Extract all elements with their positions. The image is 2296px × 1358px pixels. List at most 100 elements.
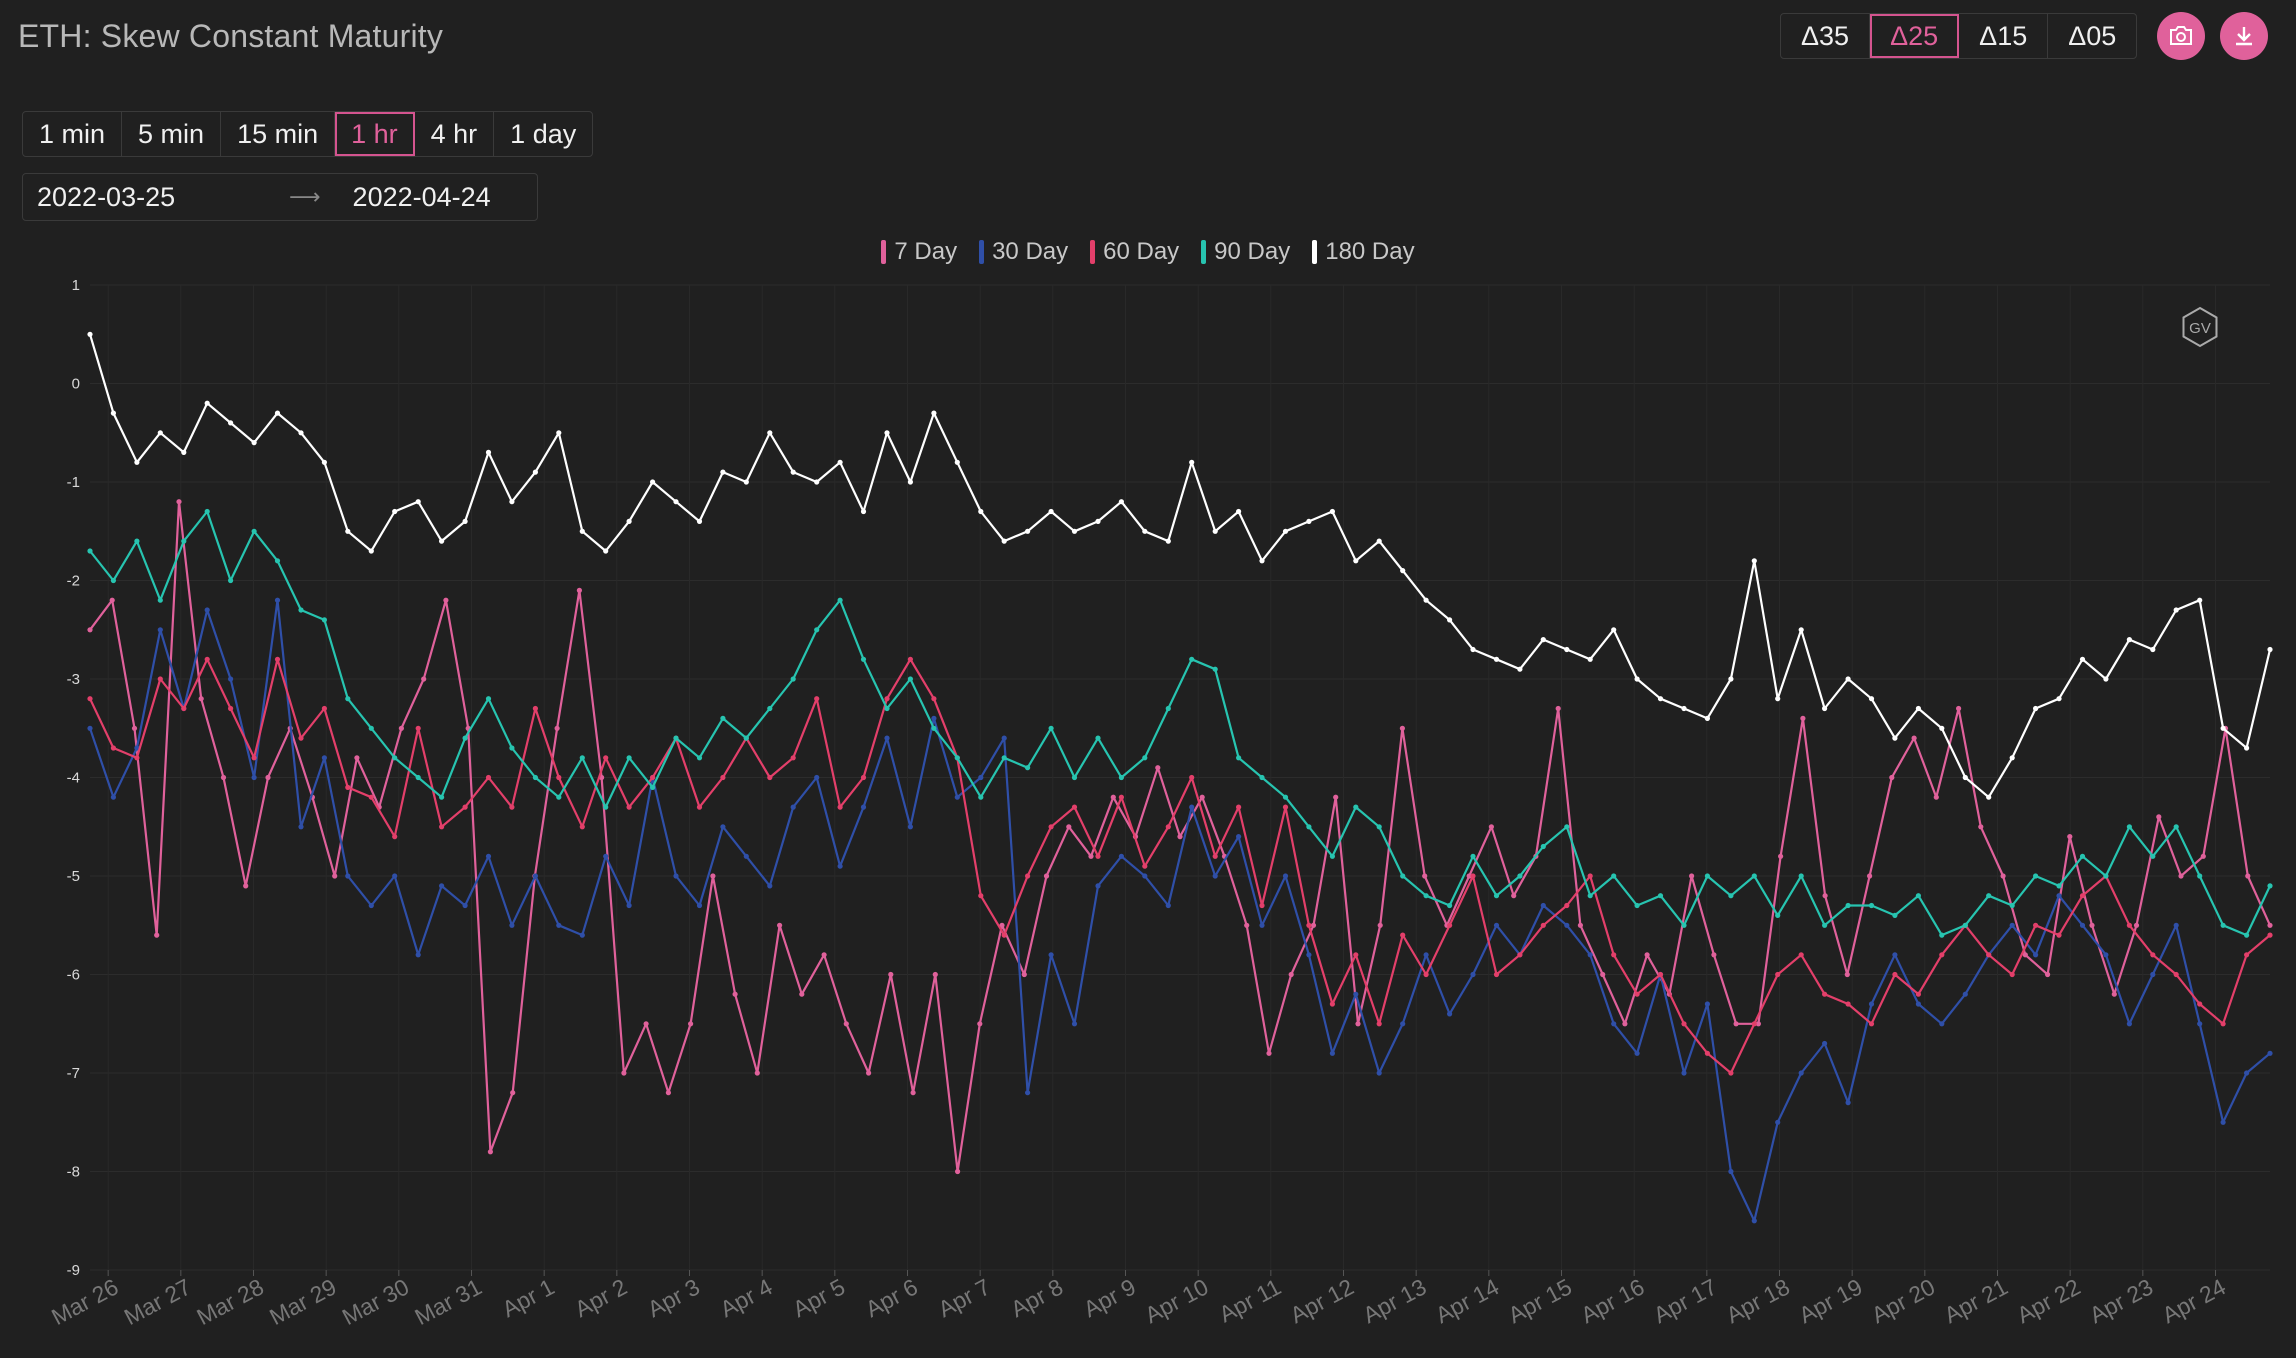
data-point xyxy=(978,774,984,781)
start-date-input[interactable] xyxy=(23,181,251,213)
data-point xyxy=(368,794,374,800)
delta-button-35[interactable]: Δ35 xyxy=(1781,14,1871,58)
data-point xyxy=(576,587,583,594)
data-point xyxy=(1001,538,1007,544)
data-point xyxy=(443,597,449,603)
data-point xyxy=(1892,735,1898,741)
legend-item-180day[interactable]: 180 Day xyxy=(1312,238,1415,266)
data-point xyxy=(2126,824,2132,830)
data-point xyxy=(1189,774,1195,781)
data-point xyxy=(204,508,210,515)
data-point xyxy=(790,804,796,810)
data-point xyxy=(579,932,585,938)
data-point xyxy=(204,607,210,613)
legend-label: 7 Day xyxy=(894,238,958,265)
data-point xyxy=(1778,853,1784,859)
data-point xyxy=(2056,932,2062,938)
legend-item-7day[interactable]: 7 Day xyxy=(881,238,957,266)
x-tick-label: Apr 13 xyxy=(1358,1273,1430,1328)
data-point xyxy=(415,499,421,505)
data-point xyxy=(696,518,703,525)
screenshot-button[interactable] xyxy=(2157,12,2205,60)
data-point xyxy=(485,853,492,859)
data-point xyxy=(1212,528,1218,534)
data-point xyxy=(1775,696,1781,702)
data-point xyxy=(1540,843,1546,850)
legend-item-60day[interactable]: 60 Day xyxy=(1090,238,1179,266)
data-point xyxy=(1704,1001,1710,1007)
data-point xyxy=(1634,1050,1640,1056)
data-point xyxy=(1071,1021,1078,1027)
data-point xyxy=(732,991,738,997)
interval-button-1min[interactable]: 1 min xyxy=(23,112,123,156)
data-point xyxy=(696,755,703,761)
data-point xyxy=(1021,971,1027,978)
legend-label: 60 Day xyxy=(1103,238,1180,265)
interval-button-4hr[interactable]: 4 hr xyxy=(415,112,495,156)
data-point xyxy=(2197,597,2203,603)
delta-button-05[interactable]: Δ05 xyxy=(2068,20,2117,51)
y-tick-label: 1 xyxy=(72,277,80,294)
data-point xyxy=(978,794,984,800)
data-point xyxy=(1189,804,1195,810)
data-point xyxy=(1071,774,1078,781)
data-point xyxy=(1798,627,1804,633)
data-point xyxy=(1939,1021,1945,1027)
delta-button-15[interactable]: Δ15 xyxy=(1959,14,2049,58)
data-point xyxy=(579,755,585,761)
data-point xyxy=(1095,735,1101,741)
data-point xyxy=(415,725,421,731)
data-point xyxy=(228,577,234,584)
download-button[interactable] xyxy=(2220,12,2268,60)
data-point xyxy=(2033,952,2039,958)
data-point xyxy=(1266,1050,1272,1056)
end-date-input[interactable] xyxy=(338,181,567,213)
data-point xyxy=(837,804,843,810)
data-point xyxy=(556,922,562,928)
data-point xyxy=(556,774,562,781)
interval-button-1day[interactable]: 1 day xyxy=(510,118,577,149)
y-tick-label: -5 xyxy=(67,868,80,885)
data-point xyxy=(2009,922,2015,928)
data-point xyxy=(462,735,468,741)
data-point xyxy=(860,774,867,781)
data-point xyxy=(1681,705,1687,712)
data-point xyxy=(1933,794,1939,800)
data-point xyxy=(2267,1050,2273,1056)
data-point xyxy=(1681,922,1687,928)
data-point xyxy=(1986,893,1992,899)
interval-button-5min[interactable]: 5 min xyxy=(122,112,222,156)
data-point xyxy=(1189,459,1195,465)
interval-button-1hr[interactable]: 1 hr xyxy=(335,112,415,156)
data-point xyxy=(1353,558,1359,564)
x-tick-label: Mar 28 xyxy=(192,1273,267,1330)
data-point xyxy=(1517,666,1523,672)
date-separator-arrow: ⟶ xyxy=(289,184,321,209)
data-point xyxy=(1657,696,1664,702)
y-tick-label: 0 xyxy=(72,376,80,393)
data-point xyxy=(462,902,468,909)
legend-item-90day[interactable]: 90 Day xyxy=(1201,238,1290,266)
legend-item-30day[interactable]: 30 Day xyxy=(979,238,1068,266)
legend-swatch xyxy=(1090,240,1096,264)
data-point xyxy=(1400,1021,1406,1027)
interval-button-15min[interactable]: 15 min xyxy=(221,112,336,156)
data-point xyxy=(1798,873,1804,879)
data-point xyxy=(1517,952,1523,958)
data-point xyxy=(1447,617,1453,623)
data-point xyxy=(2173,922,2179,928)
data-point xyxy=(1511,893,1517,899)
data-point xyxy=(1329,1050,1335,1056)
data-point xyxy=(1868,1001,1875,1007)
data-point xyxy=(181,449,187,455)
data-point xyxy=(1048,725,1054,731)
x-tick-label: Apr 24 xyxy=(2158,1273,2230,1328)
data-point xyxy=(243,883,249,889)
delta-button-25[interactable]: Δ25 xyxy=(1870,14,1960,58)
data-point xyxy=(1142,873,1148,879)
data-point xyxy=(2200,853,2206,859)
data-point xyxy=(1915,705,1921,712)
data-point xyxy=(2045,971,2051,978)
data-point xyxy=(673,735,679,741)
data-point xyxy=(1868,1021,1875,1027)
